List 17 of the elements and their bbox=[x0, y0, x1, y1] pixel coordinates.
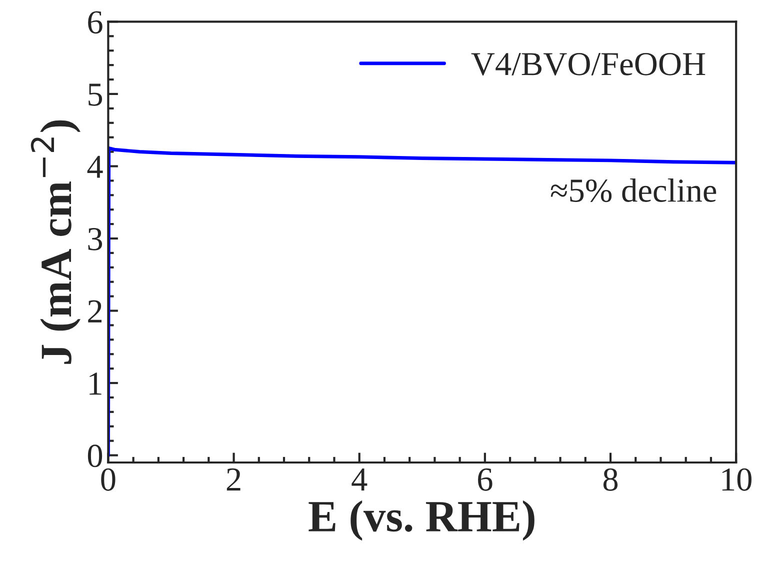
line-series bbox=[108, 146, 736, 458]
y-tick-label: 4 bbox=[87, 156, 103, 178]
x-tick-label: 10 bbox=[722, 468, 752, 491]
x-tick-label: 4 bbox=[352, 468, 368, 490]
x-tick-label: 6 bbox=[478, 468, 492, 491]
annotation: ≈5% decline bbox=[550, 178, 716, 202]
y-tick-label: 5 bbox=[88, 84, 102, 106]
y-tick-label: 0 bbox=[88, 444, 102, 468]
x-tick-label: 8 bbox=[603, 468, 618, 491]
x-tick-label: 2 bbox=[226, 468, 240, 490]
legend-label: V4/BVO/FeOOH bbox=[471, 52, 706, 76]
y-tick-label: 2 bbox=[88, 300, 102, 322]
y-tick-label: 6 bbox=[88, 11, 102, 34]
y-tick-label: 1 bbox=[90, 372, 102, 395]
y-axis-title: J (mA cm$^{−2}$) bbox=[30, 120, 80, 364]
x-axis-title: E (vs. RHE) bbox=[308, 500, 534, 541]
y-tick-label: 3 bbox=[88, 228, 102, 250]
